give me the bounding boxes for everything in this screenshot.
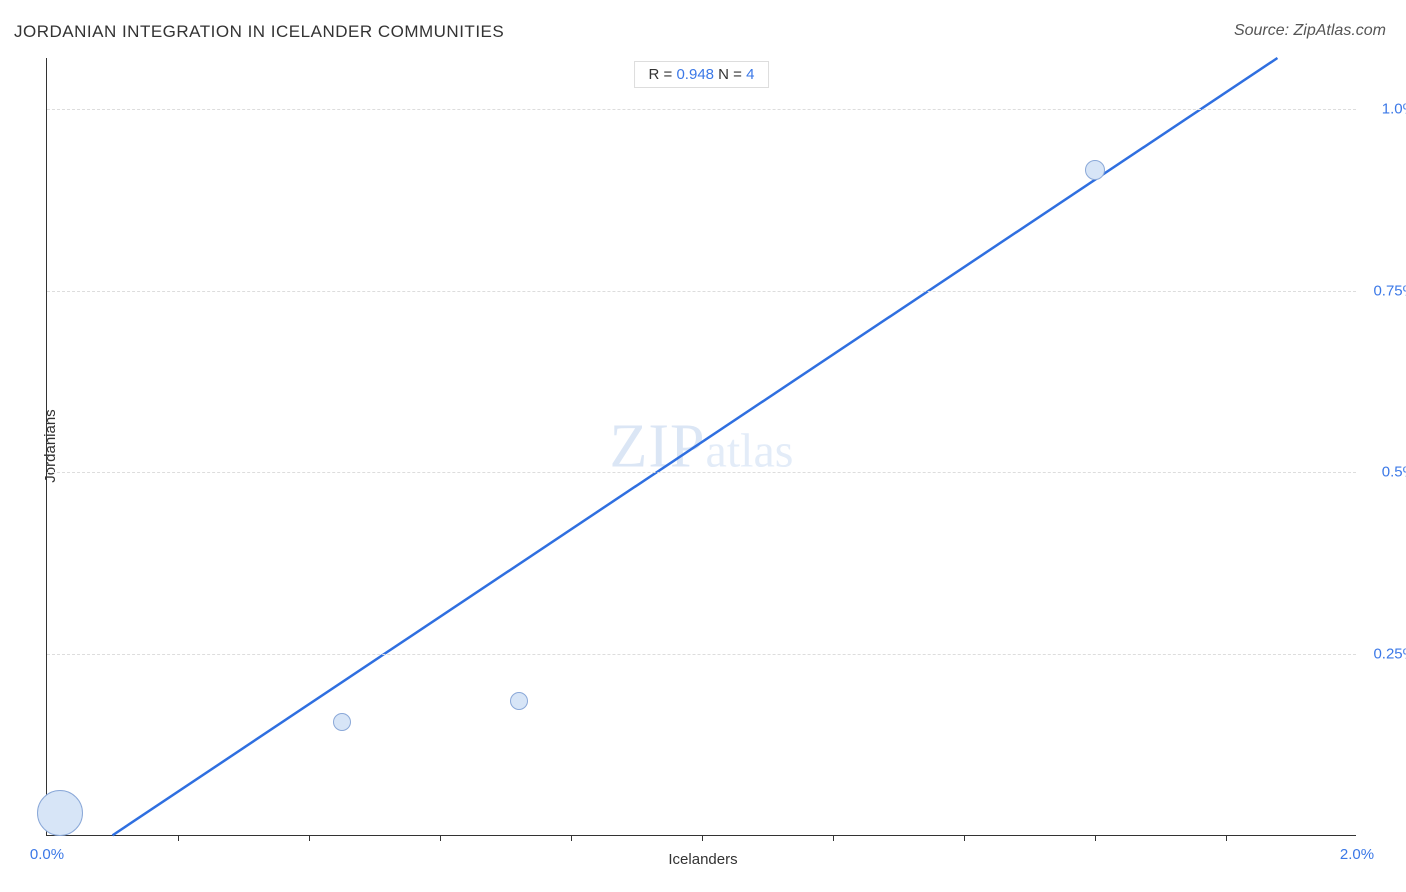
x-tick [178, 835, 179, 841]
data-point[interactable] [333, 713, 351, 731]
y-tick-label: 0.75% [1373, 282, 1406, 299]
x-tick [440, 835, 441, 841]
x-tick [1226, 835, 1227, 841]
x-tick-label: 2.0% [1340, 846, 1374, 863]
source-attribution: Source: ZipAtlas.com [1234, 22, 1386, 40]
y-tick-label: 0.5% [1382, 464, 1406, 481]
gridline [47, 472, 1356, 473]
y-tick-label: 0.25% [1373, 646, 1406, 663]
x-tick [309, 835, 310, 841]
x-axis-label: Icelanders [668, 851, 737, 868]
trendline-svg [47, 58, 1356, 835]
data-point[interactable] [510, 692, 528, 710]
data-point[interactable] [1085, 160, 1105, 180]
data-point[interactable] [37, 790, 83, 836]
plot-area: ZIPatlas R = 0.948 N = 4 0.25%0.5%0.75%1… [46, 58, 1356, 836]
chart-title: JORDANIAN INTEGRATION IN ICELANDER COMMU… [14, 22, 504, 42]
x-tick [702, 835, 703, 841]
x-tick-label: 0.0% [30, 846, 64, 863]
gridline [47, 109, 1356, 110]
x-tick [964, 835, 965, 841]
y-tick-label: 1.0% [1382, 100, 1406, 117]
gridline [47, 291, 1356, 292]
gridline [47, 654, 1356, 655]
x-tick [833, 835, 834, 841]
x-tick [571, 835, 572, 841]
x-tick [1095, 835, 1096, 841]
